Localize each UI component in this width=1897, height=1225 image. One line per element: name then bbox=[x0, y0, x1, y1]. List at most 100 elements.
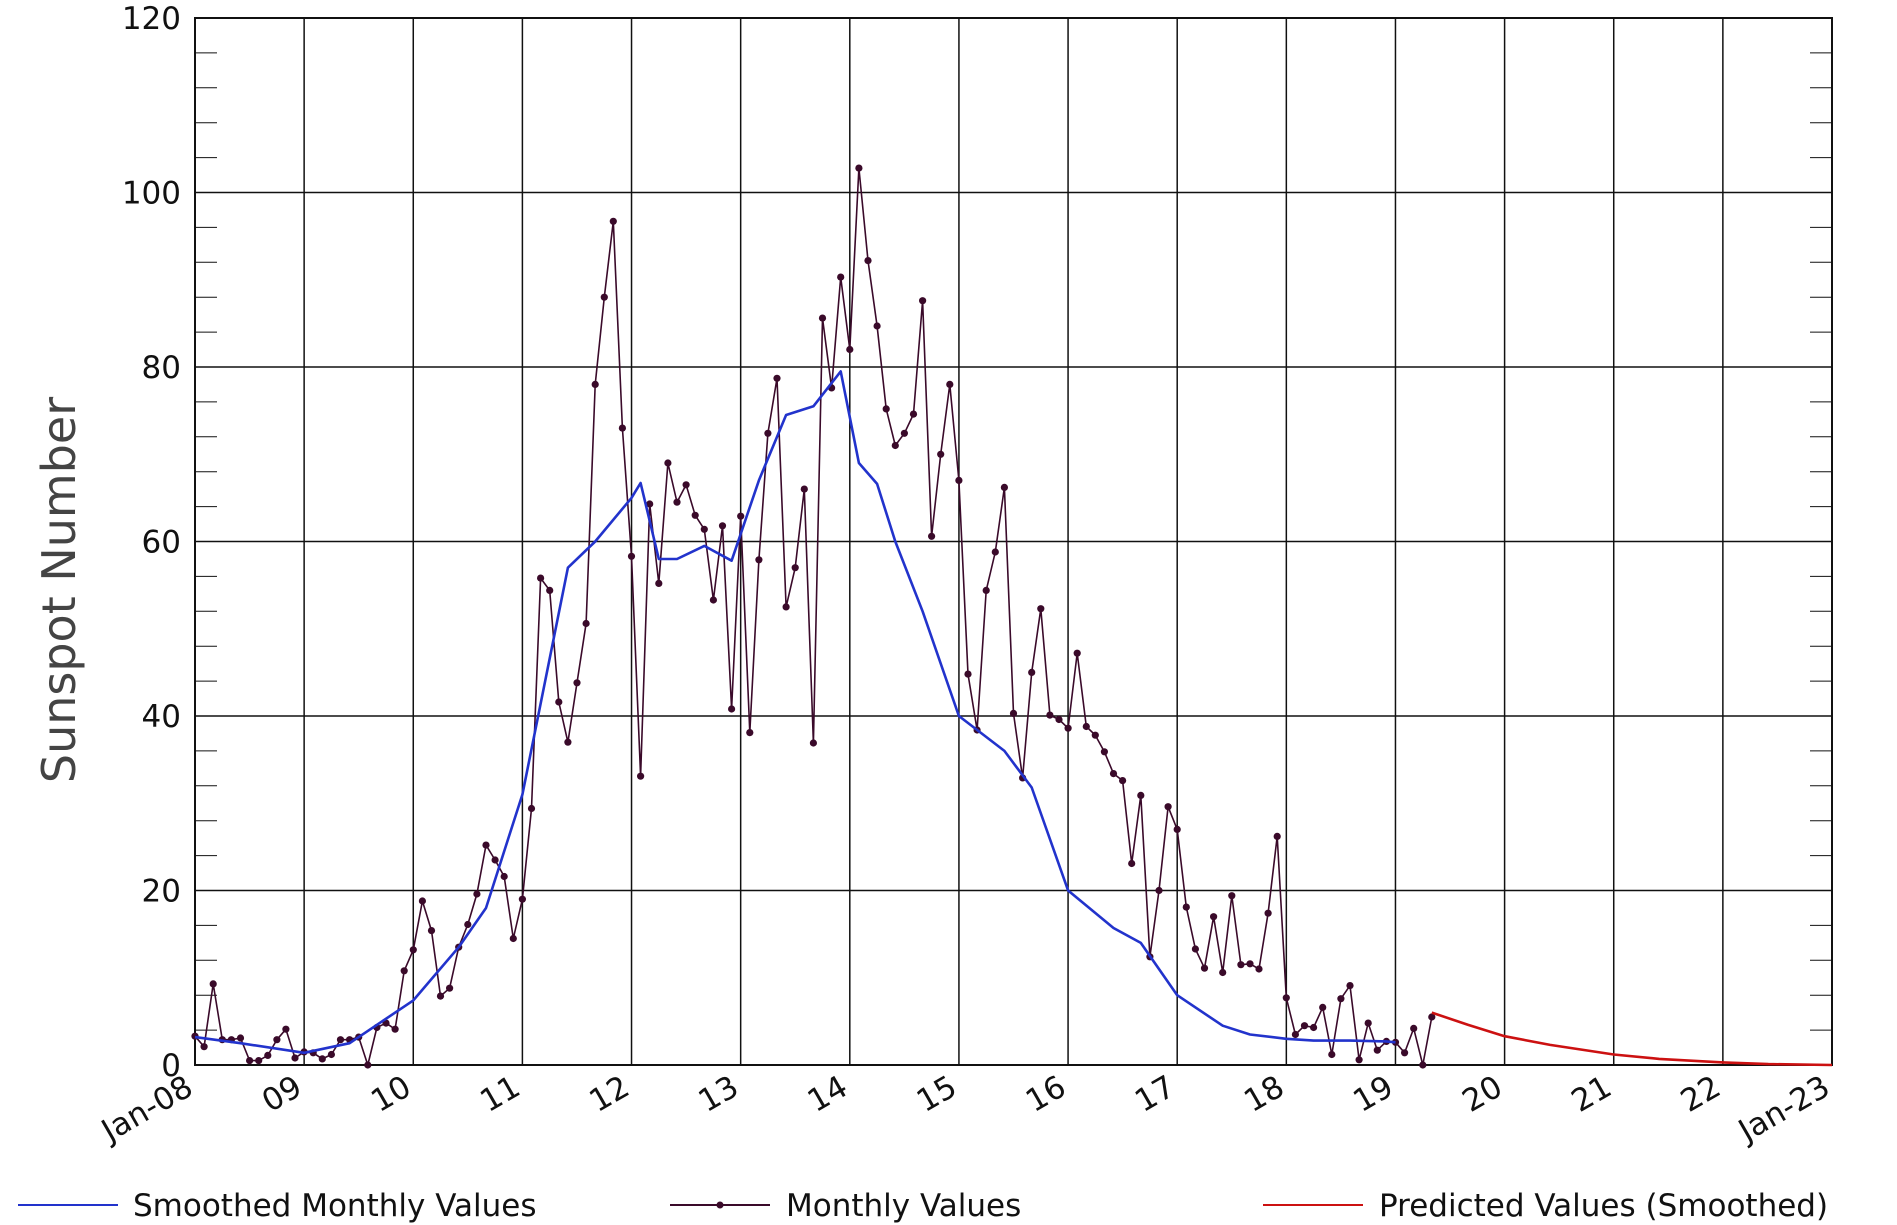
series-layer bbox=[191, 164, 1833, 1069]
data-point-monthly bbox=[200, 1043, 208, 1051]
data-point-monthly bbox=[1219, 968, 1227, 977]
data-point-monthly bbox=[928, 532, 936, 540]
data-point-monthly bbox=[1401, 1049, 1409, 1057]
data-point-monthly bbox=[1046, 711, 1054, 719]
data-point-monthly bbox=[1064, 724, 1072, 732]
data-point-monthly bbox=[1282, 994, 1290, 1002]
data-point-monthly bbox=[637, 772, 645, 780]
data-point-monthly bbox=[1173, 825, 1181, 834]
data-point-monthly bbox=[1155, 886, 1163, 895]
data-point-monthly bbox=[264, 1051, 272, 1059]
data-point-monthly bbox=[609, 217, 617, 225]
data-point-monthly bbox=[627, 552, 636, 560]
data-point-monthly bbox=[1228, 892, 1236, 900]
data-point-monthly bbox=[1082, 722, 1090, 731]
legend-label-predicted: Predicted Values (Smoothed) bbox=[1379, 1188, 1828, 1224]
grid bbox=[194, 17, 1833, 1066]
data-point-monthly bbox=[673, 498, 681, 506]
data-point-monthly bbox=[582, 619, 590, 628]
data-point-monthly bbox=[809, 739, 818, 747]
data-point-monthly bbox=[1428, 1013, 1436, 1021]
data-point-monthly bbox=[418, 897, 426, 905]
data-point-monthly bbox=[482, 841, 490, 849]
data-point-monthly bbox=[1273, 832, 1281, 841]
data-point-monthly bbox=[1237, 961, 1245, 969]
data-point-monthly bbox=[1355, 1056, 1363, 1064]
data-point-monthly bbox=[655, 579, 663, 588]
data-point-monthly bbox=[327, 1050, 335, 1059]
data-point-monthly bbox=[1009, 709, 1018, 718]
data-point-monthly bbox=[1300, 1022, 1309, 1030]
data-point-monthly bbox=[700, 525, 708, 533]
data-point-monthly bbox=[546, 586, 554, 595]
data-point-monthly bbox=[1028, 668, 1036, 677]
data-point-monthly bbox=[573, 679, 581, 687]
data-point-monthly bbox=[1119, 777, 1127, 785]
data-point-monthly bbox=[728, 705, 736, 713]
data-point-monthly bbox=[782, 603, 790, 611]
data-point-monthly bbox=[1246, 960, 1254, 968]
data-point-monthly bbox=[982, 586, 990, 595]
data-point-monthly bbox=[646, 500, 654, 508]
data-point-monthly bbox=[591, 380, 599, 388]
data-point-monthly bbox=[1210, 913, 1218, 921]
data-point-monthly bbox=[709, 596, 718, 604]
data-point-monthly bbox=[273, 1036, 281, 1044]
data-point-monthly bbox=[500, 872, 508, 881]
data-point-monthly bbox=[255, 1057, 263, 1065]
data-point-monthly bbox=[236, 1034, 245, 1042]
data-point-monthly bbox=[873, 322, 881, 330]
data-point-monthly bbox=[246, 1057, 254, 1065]
data-point-monthly bbox=[564, 738, 572, 746]
data-point-monthly bbox=[464, 920, 472, 929]
y-tick-label: 0 bbox=[161, 1048, 181, 1084]
data-point-monthly bbox=[1073, 649, 1081, 657]
legend: Smoothed Monthly Values Monthly Values P… bbox=[18, 1188, 1828, 1224]
data-point-monthly bbox=[1291, 1030, 1299, 1039]
data-point-monthly bbox=[746, 729, 754, 737]
y-tick-label: 20 bbox=[142, 874, 181, 910]
data-point-monthly bbox=[718, 522, 727, 530]
series-line-predicted bbox=[1431, 1011, 1833, 1067]
data-point-monthly bbox=[618, 424, 627, 432]
y-tick-label: 100 bbox=[122, 176, 181, 212]
data-point-monthly bbox=[937, 450, 945, 458]
data-point-monthly bbox=[209, 980, 217, 988]
data-point-monthly bbox=[1137, 791, 1145, 800]
data-point-monthly bbox=[1164, 803, 1172, 811]
data-point-monthly bbox=[800, 485, 808, 493]
data-point-monthly bbox=[755, 556, 763, 564]
data-point-monthly bbox=[1182, 903, 1190, 911]
y-tick-label: 80 bbox=[142, 350, 181, 386]
data-point-monthly bbox=[527, 804, 536, 813]
data-point-monthly bbox=[1264, 909, 1272, 917]
data-point-monthly bbox=[518, 895, 527, 903]
series-line-smoothed bbox=[194, 370, 1396, 1055]
data-point-monthly bbox=[1100, 748, 1108, 756]
data-point-monthly bbox=[1191, 945, 1199, 953]
data-point-monthly bbox=[1328, 1050, 1336, 1059]
data-point-monthly bbox=[1337, 995, 1345, 1003]
data-point-monthly bbox=[409, 946, 417, 954]
y-axis-title: Sunspot Number bbox=[32, 397, 86, 783]
data-point-monthly bbox=[555, 698, 563, 706]
data-point-monthly bbox=[909, 410, 918, 418]
data-point-monthly bbox=[737, 512, 745, 520]
data-point-monthly bbox=[855, 164, 863, 172]
y-tick-labels: 0 20 40 60 80 100 120 bbox=[122, 1, 181, 1084]
data-point-monthly bbox=[336, 1036, 345, 1044]
data-point-monthly bbox=[537, 574, 545, 582]
data-point-monthly bbox=[1128, 859, 1136, 868]
data-point-monthly bbox=[1091, 731, 1099, 739]
data-point-monthly bbox=[600, 293, 608, 301]
data-point-monthly bbox=[509, 934, 517, 943]
data-point-monthly bbox=[773, 374, 781, 382]
data-point-monthly bbox=[919, 297, 927, 305]
data-point-monthly bbox=[664, 459, 672, 467]
data-point-monthly bbox=[900, 429, 909, 437]
data-point-monthly bbox=[846, 345, 854, 354]
legend-marker-monthly bbox=[716, 1201, 724, 1209]
data-point-monthly bbox=[427, 927, 436, 935]
data-point-monthly bbox=[1373, 1046, 1381, 1054]
